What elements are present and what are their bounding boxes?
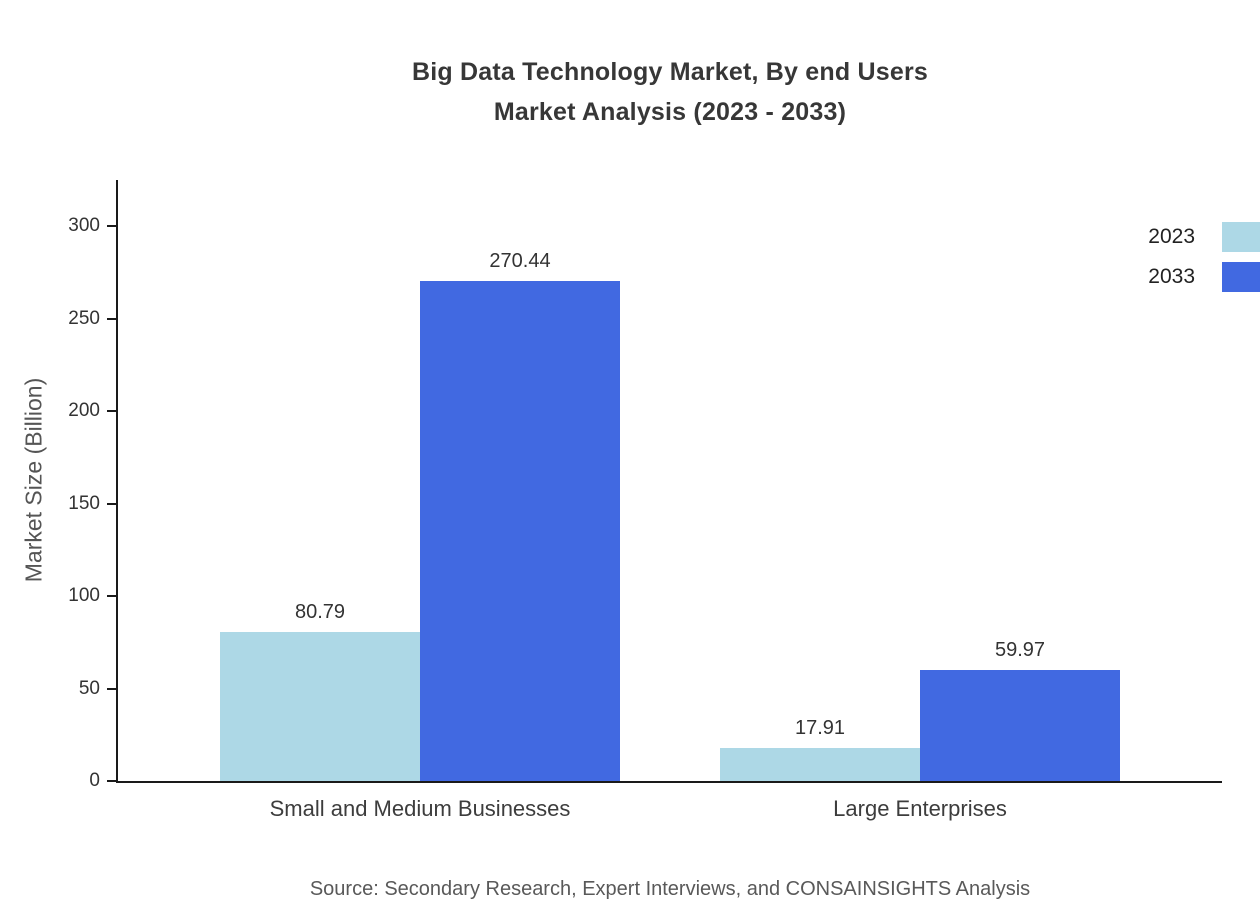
chart-title-line-2: Market Analysis (2023 - 2033) [493,98,847,126]
legend-label-2023: 2023 [1148,225,1195,248]
bar-value-label: 59.97 [994,639,1046,662]
bar-2023-1 [220,631,420,781]
bar-2033-2 [920,670,1120,781]
bar-2023-2 [720,747,920,781]
source-note: Source: Secondary Research, Expert Inter… [309,878,1031,900]
bar-value-label: 17.91 [794,716,846,739]
chart-title: Big Data Technology Market, By end Users… [140,52,1200,132]
y-axis-tick [107,502,116,505]
y-axis-tick [107,225,116,227]
y-axis-line [116,180,118,783]
legend-swatch-2033 [1222,262,1260,292]
y-axis-tick-label: 50 [78,677,100,699]
y-axis-tick [107,410,116,412]
y-axis-tick-label: 300 [68,215,100,236]
x-axis-line [116,781,1222,783]
chart-title-line-1: Big Data Technology Market, By end Users [412,58,928,86]
legend-label-2033: 2033 [1148,265,1195,288]
y-axis-tick [107,780,116,782]
y-axis-tick-label: 150 [68,492,100,514]
bar-2033-1 [420,280,620,781]
x-category-label: Small and Medium Businesses [269,796,571,821]
bar-value-label: 80.79 [294,600,346,623]
x-category-label: Large Enterprises [833,796,1007,821]
y-axis-tick-label: 250 [68,307,100,329]
y-axis-tick [107,595,116,597]
bar-value-label: 270.44 [489,249,551,272]
y-axis-tick-label: 0 [89,770,100,791]
y-axis-tick [107,687,116,690]
y-axis-tick-label: 200 [68,400,100,421]
y-axis-tick-label: 100 [68,585,100,606]
legend-swatch-2023 [1222,222,1260,252]
y-axis-tick [107,317,116,320]
